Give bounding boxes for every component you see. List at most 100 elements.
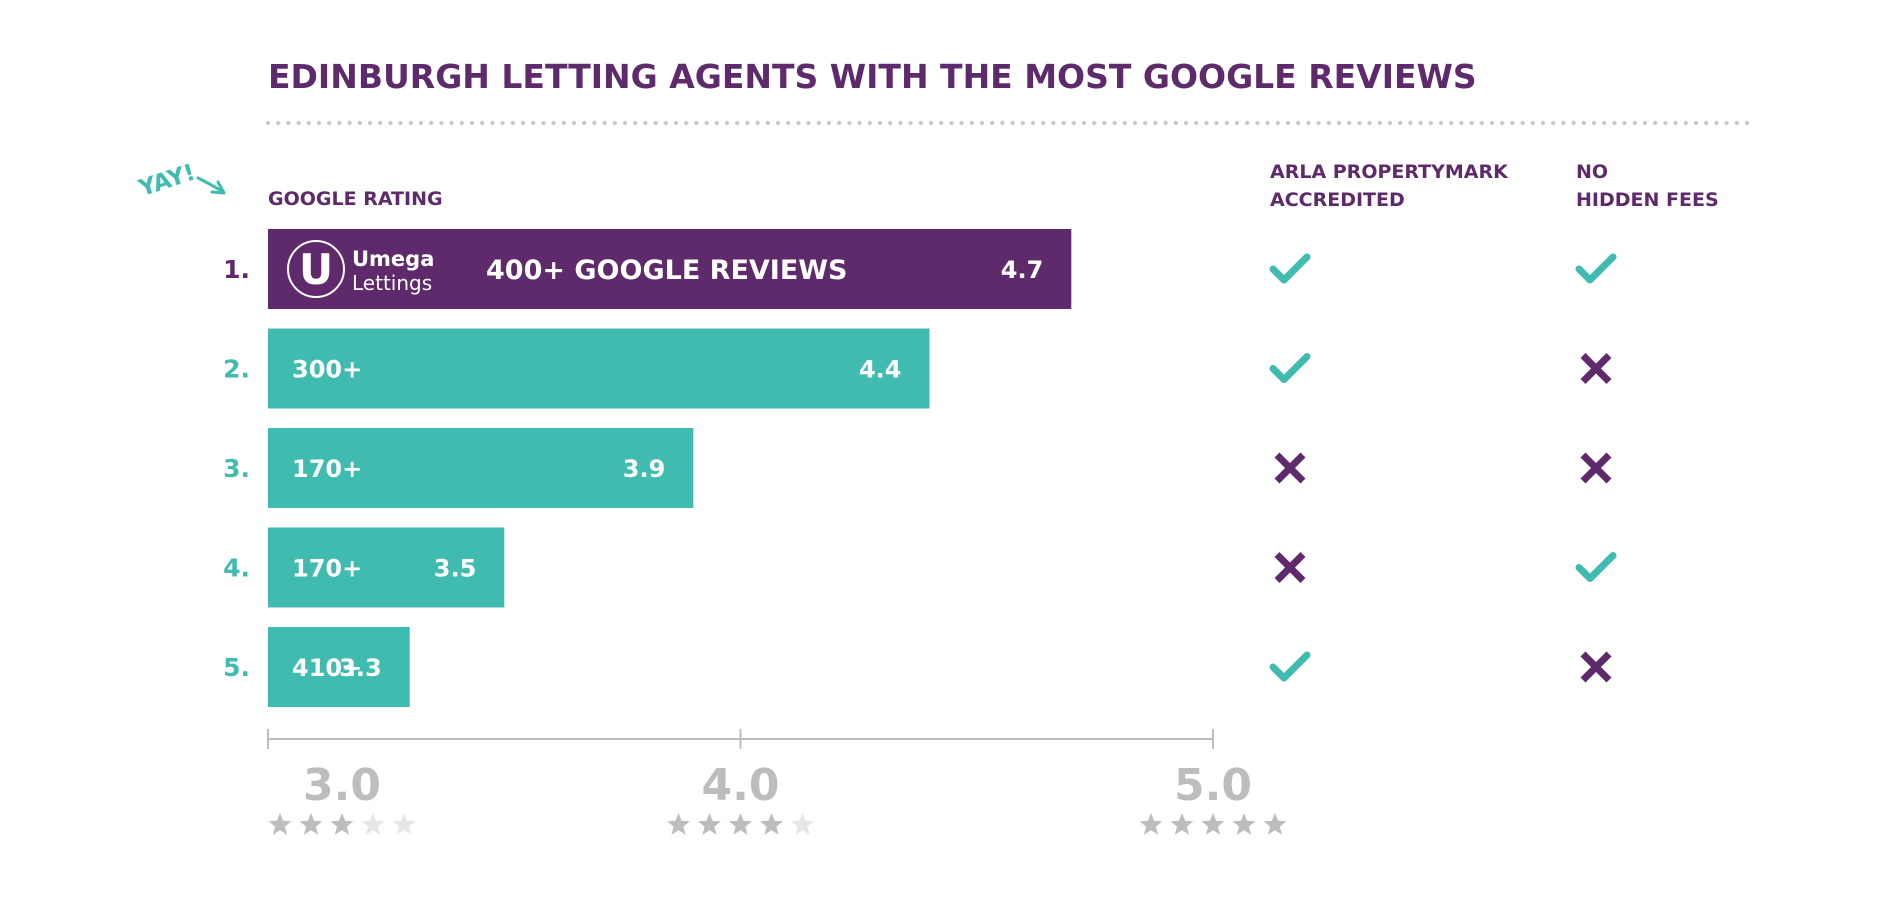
divider-dot <box>1214 120 1219 126</box>
column-headers: ARLA PROPERTYMARK ACCREDITED NO HIDDEN FEES <box>1270 161 1719 211</box>
divider-dot <box>1122 120 1127 126</box>
divider-dot <box>1357 120 1362 126</box>
divider-dot <box>796 120 801 126</box>
logo-brand: Umega <box>352 247 434 271</box>
divider-dot <box>1602 120 1607 126</box>
tick-label: 3.0 <box>303 760 381 811</box>
divider-dot <box>714 120 719 126</box>
divider-dot <box>612 120 617 126</box>
divider-dot <box>367 120 373 126</box>
divider-dot <box>979 120 985 126</box>
divider-dot <box>959 120 964 126</box>
divider-dot <box>286 120 291 126</box>
divider-dot <box>592 120 597 126</box>
divider-dot <box>1326 120 1331 126</box>
rating-value-label: 3.3 <box>339 654 382 682</box>
rank-label: 2. <box>223 355 250 384</box>
divider-dot <box>1734 120 1739 126</box>
divider-dot <box>1653 120 1658 126</box>
divider-dot <box>1132 120 1138 126</box>
divider-dot <box>265 120 271 126</box>
cross-icon <box>1580 651 1612 683</box>
divider-dot <box>1173 120 1178 126</box>
yay-arrow <box>196 176 222 192</box>
divider-dot <box>429 120 434 126</box>
divider-dot <box>786 120 791 126</box>
bar <box>268 627 410 707</box>
bar <box>268 229 1072 309</box>
divider-dot <box>704 120 709 126</box>
x-axis: 3.0 4.0 5.0 <box>267 729 1287 835</box>
check-icon <box>1575 552 1617 582</box>
divider-dot <box>408 120 413 126</box>
divider-dot <box>1693 120 1699 126</box>
divider-dot <box>327 120 332 126</box>
divider-dot <box>918 120 923 126</box>
star-filled-icon <box>698 813 721 835</box>
divider-dot <box>1245 120 1250 126</box>
divider-dot <box>1398 120 1403 126</box>
divider-dot <box>1000 120 1005 126</box>
star-filled-icon <box>667 813 690 835</box>
divider-dot <box>735 120 740 126</box>
divider-dot <box>1010 120 1015 126</box>
divider-dot <box>1265 120 1270 126</box>
divider-dot <box>765 120 770 126</box>
divider-dot <box>745 120 750 126</box>
cross-icon <box>1274 452 1306 484</box>
divider-dot <box>949 120 954 126</box>
divider-dot <box>1255 120 1260 126</box>
divider-dot <box>877 120 883 126</box>
divider-dot <box>1744 120 1750 126</box>
divider-dot <box>857 120 862 126</box>
divider-dot <box>357 120 362 126</box>
divider-dot <box>1428 120 1433 126</box>
divider-dot <box>510 120 515 126</box>
bar-row: 2. 300+ 4.4 <box>223 328 1612 409</box>
divider-dot <box>1387 120 1393 126</box>
divider-dot <box>1061 120 1066 126</box>
divider-dot <box>1551 120 1556 126</box>
divider-dot <box>1561 120 1566 126</box>
review-count-label: 410+ <box>292 654 362 682</box>
divider-dot <box>928 120 934 126</box>
rating-value-label: 4.7 <box>1001 256 1044 284</box>
divider-dot <box>306 120 311 126</box>
divider-dot <box>296 120 301 126</box>
star-filled-icon <box>1263 813 1287 835</box>
bar <box>268 328 930 409</box>
title-divider <box>265 120 1750 126</box>
divider-dot <box>1510 120 1515 126</box>
divider-dot <box>1642 120 1648 126</box>
divider-dot <box>459 120 464 126</box>
divider-dot <box>1030 120 1036 126</box>
divider-dot <box>1459 120 1464 126</box>
divider-dot <box>1714 120 1719 126</box>
divider-dot <box>1204 120 1209 126</box>
review-count-label: 170+ <box>292 555 362 583</box>
divider-dot <box>1663 120 1668 126</box>
divider-dot <box>1520 120 1525 126</box>
star-filled-icon <box>1139 813 1163 835</box>
divider-dot <box>520 120 526 126</box>
divider-dot <box>1143 120 1148 126</box>
divider-dot <box>1724 120 1729 126</box>
divider-dot <box>1051 120 1056 126</box>
rank-label: 1. <box>223 255 250 284</box>
logo-circle <box>287 240 345 298</box>
divider-dot <box>1020 120 1025 126</box>
star-filled-icon <box>729 813 752 835</box>
divider-dot <box>480 120 485 126</box>
divider-dot <box>816 120 821 126</box>
divider-dot <box>1449 120 1454 126</box>
divider-dot <box>826 120 832 126</box>
star-filled-icon <box>268 813 292 835</box>
divider-dot <box>582 120 587 126</box>
column-header-line: ACCREDITED <box>1270 189 1405 211</box>
rating-value-label: 3.9 <box>623 455 666 483</box>
divider-dot <box>939 120 944 126</box>
divider-dot <box>1092 120 1097 126</box>
